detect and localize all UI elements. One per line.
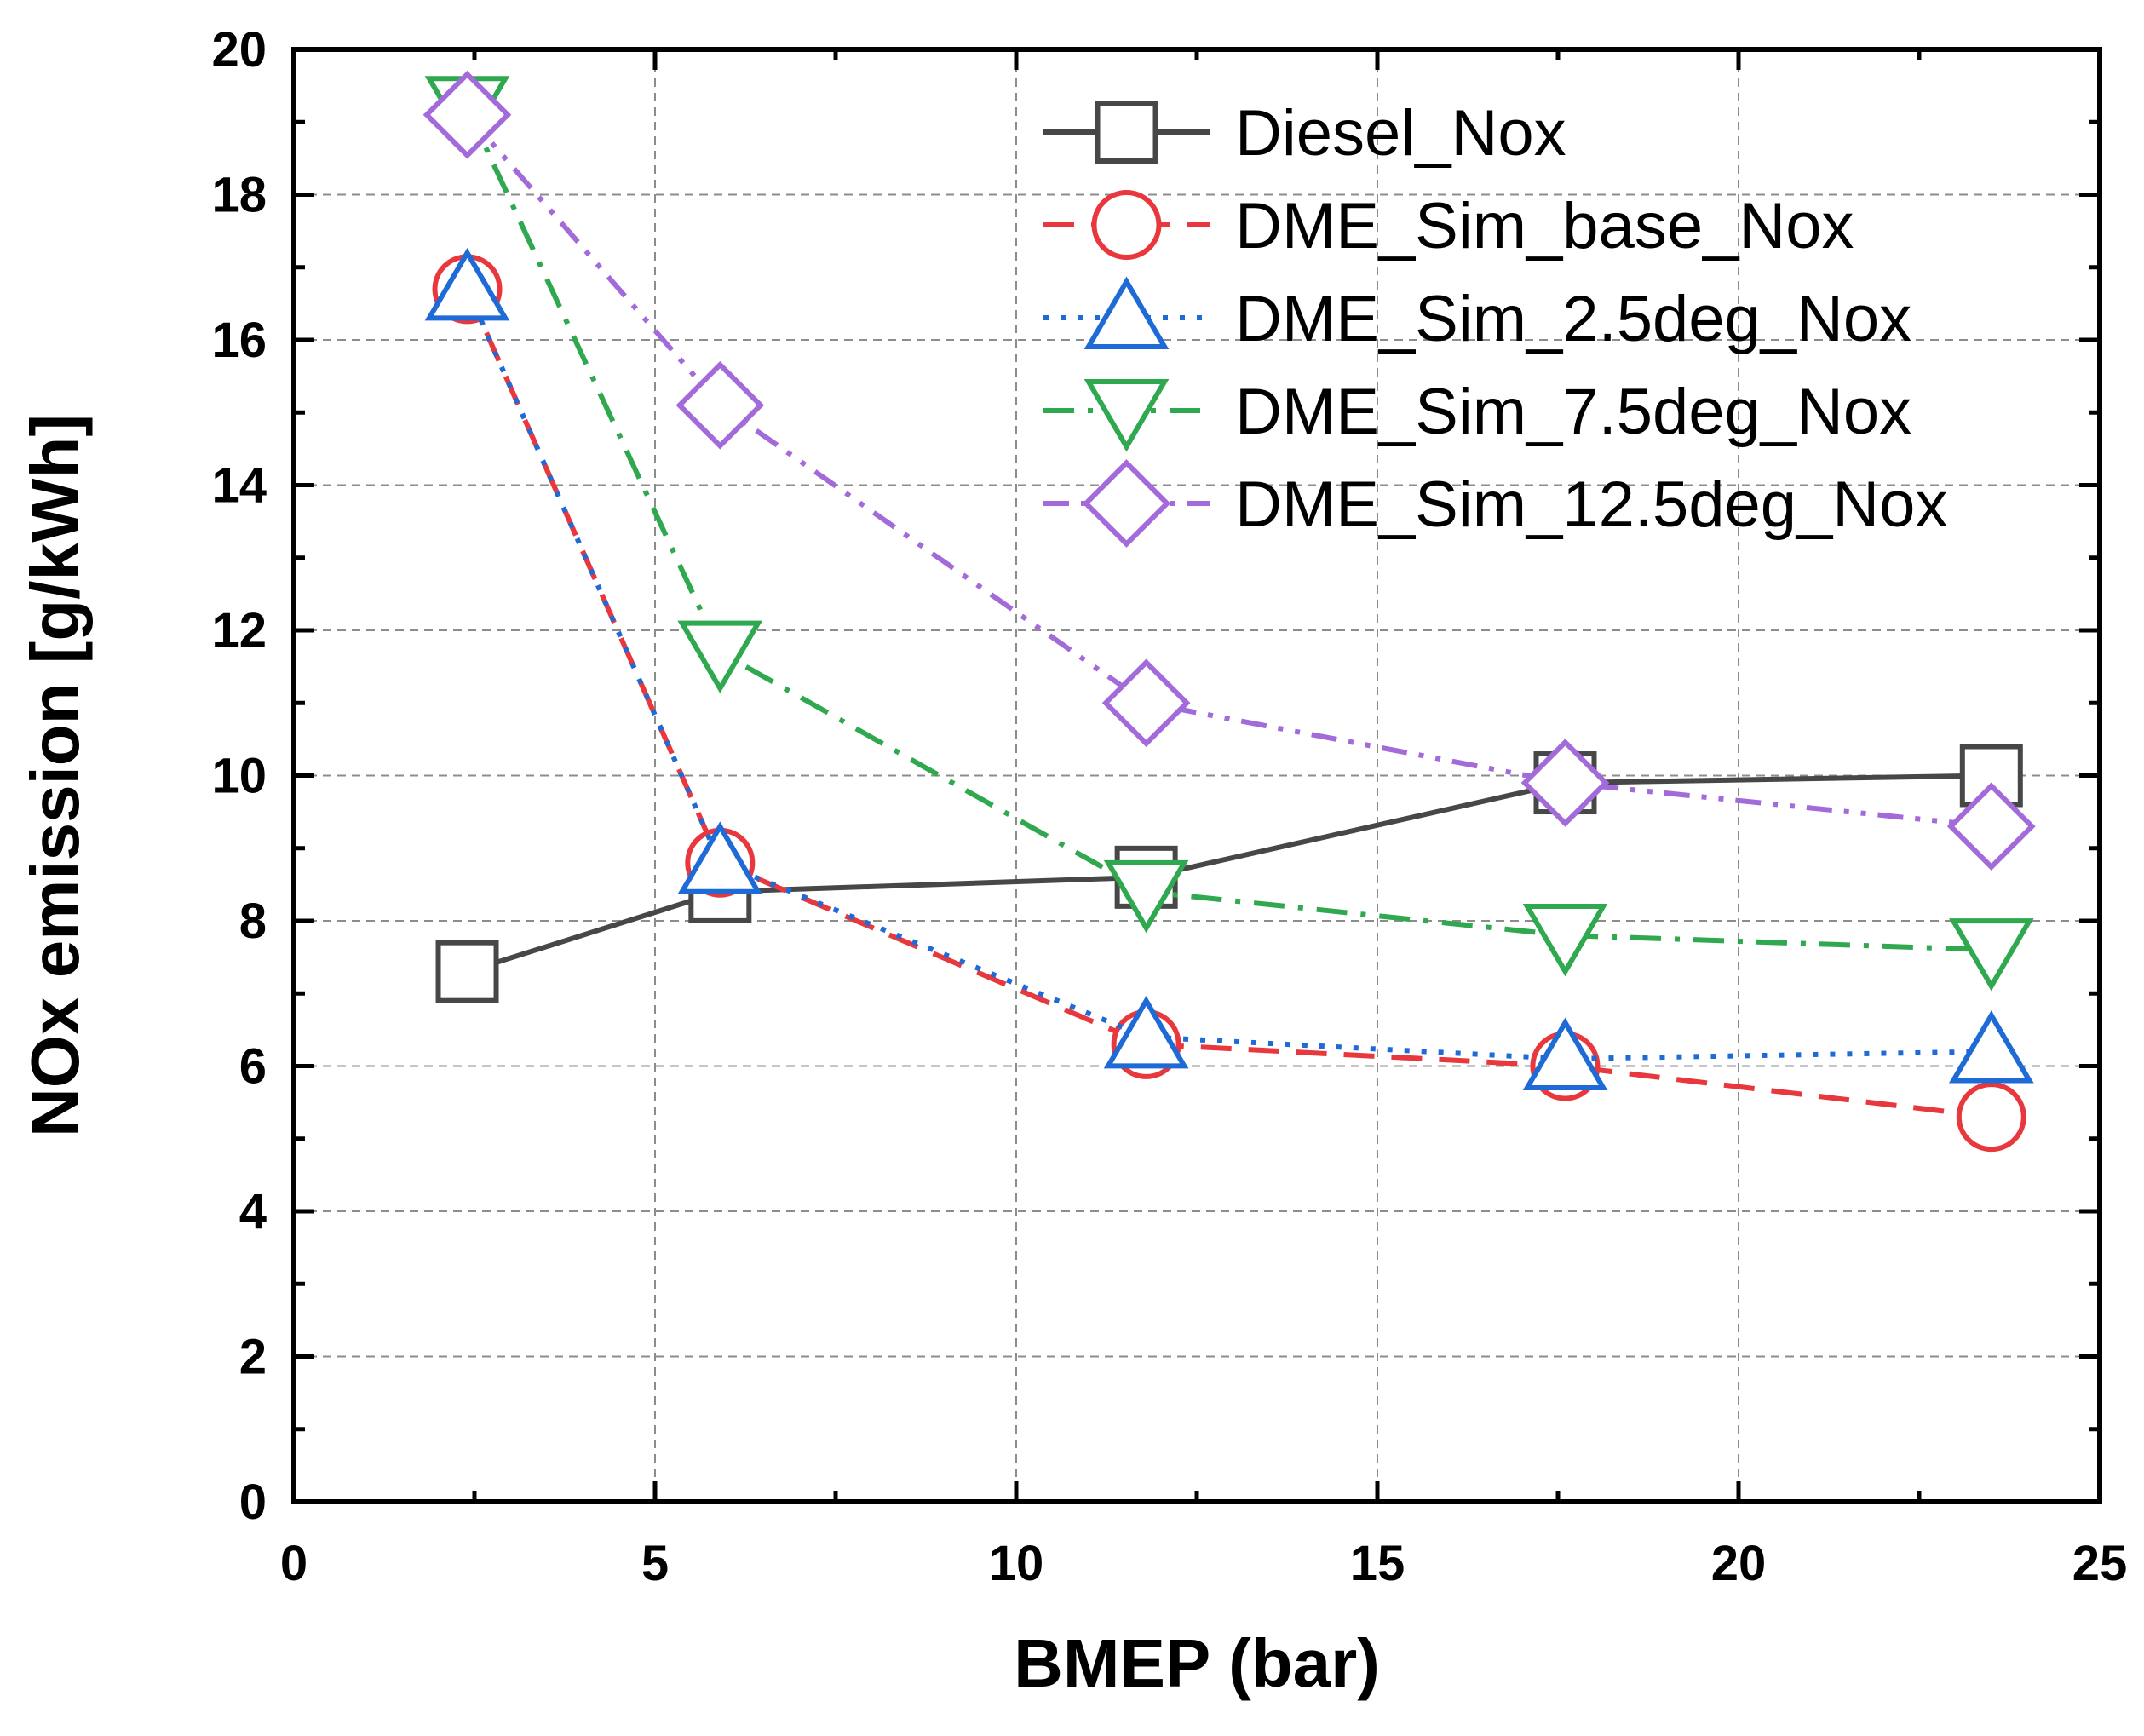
data-point: [1103, 859, 1189, 934]
y-axis-title: NOx emission [g/kWh]: [17, 414, 93, 1137]
series-layer: [422, 70, 2036, 1153]
legend-entry: DME_Sim_12.5deg_Nox: [1043, 459, 1947, 548]
y-tick-label: 14: [211, 458, 267, 514]
y-tick-label: 2: [239, 1330, 267, 1385]
legend-marker: [1083, 379, 1170, 452]
x-tick-label: 25: [2072, 1536, 2128, 1591]
data-point: [1948, 918, 2034, 992]
series-DME_Sim_2.5deg_Nox: [424, 247, 2034, 1090]
data-point: [1101, 658, 1191, 748]
series-DME_Sim_7.5deg_Nox: [424, 76, 2034, 992]
legend-marker: [1091, 190, 1162, 260]
y-tick-label: 0: [239, 1474, 267, 1530]
legend-label: DME_Sim_base_Nox: [1235, 190, 1854, 262]
x-axis-title: BMEP (bar): [1014, 1625, 1380, 1701]
data-point: [1946, 782, 2036, 871]
y-tick-label: 10: [211, 749, 267, 804]
y-tick-label: 12: [211, 603, 267, 658]
data-point: [1522, 904, 1608, 977]
series-DME_Sim_12.5deg_Nox: [422, 70, 2036, 871]
data-point: [1520, 739, 1610, 827]
legend-label: DME_Sim_7.5deg_Nox: [1235, 376, 1911, 448]
x-tick-label: 15: [1350, 1536, 1405, 1591]
data-point: [675, 360, 765, 450]
x-tick-label: 10: [989, 1536, 1044, 1591]
data-point: [677, 620, 763, 694]
data-point: [1103, 995, 1189, 1069]
legend-marker: [1095, 101, 1158, 164]
data-point: [677, 821, 763, 894]
tick-label-layer: 0 5 10 15 20 25 0 2 4 6 8 10 12 14 16 18 20: [211, 22, 2127, 1591]
y-tick-label: 6: [239, 1039, 267, 1095]
legend: Diesel_Nox DME_Sim_base_Nox DME_Sim_2.5deg…: [1043, 97, 1947, 548]
x-tick-label: 0: [280, 1536, 308, 1591]
data-point: [1959, 744, 2023, 808]
legend-label: DME_Sim_12.5deg_Nox: [1235, 468, 1947, 541]
data-point: [422, 70, 512, 159]
legend-entry: Diesel_Nox: [1043, 97, 1566, 170]
y-tick-label: 8: [239, 894, 267, 949]
legend-entry: DME_Sim_base_Nox: [1043, 190, 1854, 262]
y-tick-label: 4: [239, 1184, 267, 1239]
grid-layer: [294, 49, 2100, 1502]
legend-label: DME_Sim_2.5deg_Nox: [1235, 283, 1911, 355]
y-tick-label: 18: [211, 168, 267, 223]
data-point: [1522, 1017, 1608, 1090]
legend-marker: [1083, 276, 1170, 349]
legend-marker: [1082, 459, 1171, 548]
y-tick-label: 20: [211, 22, 267, 78]
data-point: [435, 940, 499, 1003]
data-point: [1956, 1082, 2026, 1153]
legend-entry: DME_Sim_2.5deg_Nox: [1043, 276, 1911, 355]
series-line: [465, 112, 1992, 830]
y-tick-label: 16: [211, 313, 267, 368]
x-tick-label: 5: [641, 1536, 669, 1591]
data-point: [1948, 1009, 2034, 1084]
tick-layer: [291, 47, 2102, 1504]
legend-label: Diesel_Nox: [1235, 97, 1566, 170]
series-Diesel_Nox: [435, 744, 2023, 1003]
data-point: [424, 247, 510, 321]
legend-entry: DME_Sim_7.5deg_Nox: [1043, 376, 1911, 452]
x-tick-label: 20: [1711, 1536, 1767, 1591]
